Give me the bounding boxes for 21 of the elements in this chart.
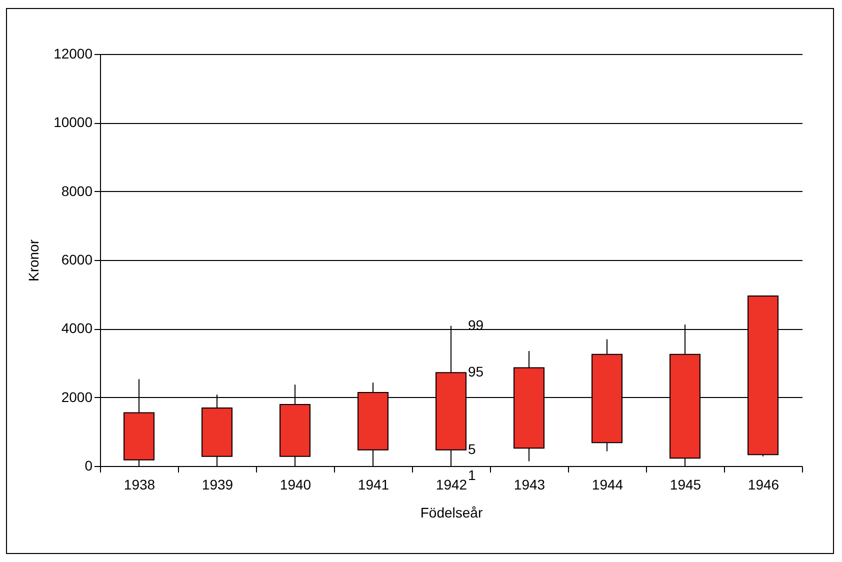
y-tick-label: 0: [84, 458, 93, 474]
annotation: 5: [468, 440, 476, 457]
y-tick-label: 2000: [61, 388, 93, 405]
x-tick-label: 1940: [280, 476, 312, 492]
y-tick-label: 10000: [54, 114, 93, 130]
x-tick-label: 1941: [358, 476, 390, 492]
x-tick-label: 1946: [748, 476, 780, 492]
x-tick-label: 1938: [124, 476, 156, 492]
y-tick-label: 8000: [61, 182, 93, 199]
x-tick-label: 1943: [514, 476, 546, 492]
annotation: 95: [468, 364, 484, 380]
x-tick-label: 1945: [670, 476, 702, 492]
x-axis-title: Födelseår: [420, 504, 483, 520]
annotation: 1: [468, 467, 476, 483]
y-tick-label: 6000: [61, 252, 93, 268]
y-tick-label: 12000: [54, 46, 93, 62]
x-tick-label: 1939: [202, 476, 234, 492]
y-tick-label: 4000: [61, 320, 93, 336]
x-tick-label: 1944: [592, 476, 624, 492]
x-tick-label: 1942: [436, 476, 468, 492]
y-axis-title: Kronor: [26, 239, 42, 282]
